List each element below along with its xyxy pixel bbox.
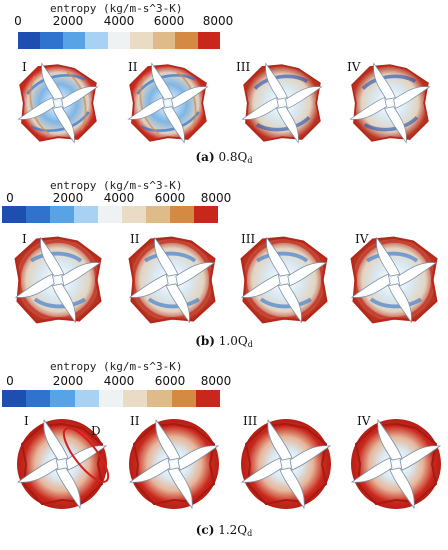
- impeller-contour: [118, 58, 218, 148]
- caption-letter: (a): [195, 150, 215, 164]
- caption-value: 1.2Q: [218, 523, 248, 537]
- case-label-i: I: [24, 414, 29, 428]
- case-label-ii: II: [130, 232, 140, 246]
- colorbar-tick: 6000: [154, 191, 186, 205]
- colorbar-segment: [40, 32, 63, 49]
- case-label-iv: IV: [355, 232, 369, 246]
- colorbar-segment: [123, 390, 148, 407]
- colorbar-segment: [130, 32, 153, 49]
- colorbar-segment: [18, 32, 41, 49]
- case-label-iii: III: [241, 232, 256, 246]
- colorbar-segment: [2, 390, 27, 407]
- colorbar-title: entropy (kg/m-s^3-K): [50, 179, 183, 192]
- case-label-iii: III: [236, 60, 251, 74]
- impeller-contour: [122, 414, 226, 514]
- annotation-ellipse: [62, 427, 110, 483]
- colorbar-tick: 2000: [52, 191, 84, 205]
- colorbar-title: entropy (kg/m-s^3-K): [50, 360, 183, 373]
- colorbar-tick: 4000: [103, 191, 135, 205]
- colorbar-segment: [74, 206, 98, 223]
- colorbar-segment: [74, 390, 99, 407]
- colorbar-title: entropy (kg/m-s^3-K): [50, 2, 183, 15]
- colorbar-tick: 0: [14, 14, 22, 28]
- caption-subscript: d: [247, 529, 253, 538]
- caption-b: (b) 1.0Qd: [0, 334, 448, 349]
- caption-value: 1.0Q: [218, 334, 248, 348]
- caption-c: (c) 1.2Qd: [0, 523, 448, 538]
- colorbar-segment: [195, 390, 220, 407]
- colorbar-segment: [146, 206, 170, 223]
- caption-value: 0.8Q: [218, 150, 248, 164]
- colorbar-segment: [122, 206, 146, 223]
- impeller-contour: [8, 58, 108, 148]
- colorbar-tick: 2000: [52, 374, 84, 388]
- colorbar-segment: [2, 206, 26, 223]
- case-label-iv: IV: [347, 60, 361, 74]
- colorbar: [18, 32, 220, 49]
- colorbar-tick: 0: [6, 374, 14, 388]
- case-label-i: I: [22, 232, 27, 246]
- colorbar-segment: [152, 32, 176, 49]
- colorbar-segment: [50, 390, 75, 407]
- colorbar-segment: [197, 32, 220, 49]
- impeller-contour: [342, 232, 446, 328]
- colorbar-tick: 6000: [153, 14, 185, 28]
- impeller-contour: [120, 232, 224, 328]
- colorbar-tick: 4000: [103, 374, 135, 388]
- impeller-contour: [340, 58, 440, 148]
- colorbar-segment: [85, 32, 108, 49]
- case-label-ii: II: [130, 414, 140, 428]
- colorbar-tick: 4000: [103, 14, 135, 28]
- impeller-contour: [232, 58, 332, 148]
- case-label-iv: IV: [357, 414, 371, 428]
- impeller-contour: [234, 414, 338, 514]
- caption-subscript: d: [247, 156, 253, 165]
- colorbar-tick: 6000: [154, 374, 186, 388]
- colorbar-segment: [26, 390, 51, 407]
- colorbar: [2, 390, 220, 407]
- colorbar-segment: [194, 206, 218, 223]
- colorbar-segment: [26, 206, 50, 223]
- impeller-contour: [232, 232, 336, 328]
- caption-letter: (b): [195, 334, 215, 348]
- colorbar: [2, 206, 218, 223]
- case-label-ii: II: [128, 60, 138, 74]
- colorbar-segment: [98, 206, 122, 223]
- caption-letter: (c): [195, 523, 215, 537]
- colorbar-tick: 8000: [200, 374, 232, 388]
- colorbar-tick: 8000: [202, 14, 234, 28]
- colorbar-tick: 2000: [52, 14, 84, 28]
- colorbar-segment: [107, 32, 131, 49]
- colorbar-tick: 0: [6, 191, 14, 205]
- case-label-i: I: [22, 60, 27, 74]
- case-label-iii: III: [243, 414, 258, 428]
- impeller-contour: [6, 232, 110, 328]
- caption-a: (a) 0.8Qd: [0, 150, 448, 165]
- annotation-label: D: [91, 424, 101, 438]
- colorbar-segment: [171, 390, 196, 407]
- colorbar-segment: [50, 206, 74, 223]
- impeller-contour: [344, 414, 448, 514]
- colorbar-tick: 8000: [200, 191, 232, 205]
- colorbar-segment: [98, 390, 124, 407]
- colorbar-segment: [175, 32, 198, 49]
- caption-subscript: d: [247, 340, 253, 349]
- colorbar-segment: [147, 390, 172, 407]
- colorbar-segment: [170, 206, 194, 223]
- colorbar-segment: [62, 32, 86, 49]
